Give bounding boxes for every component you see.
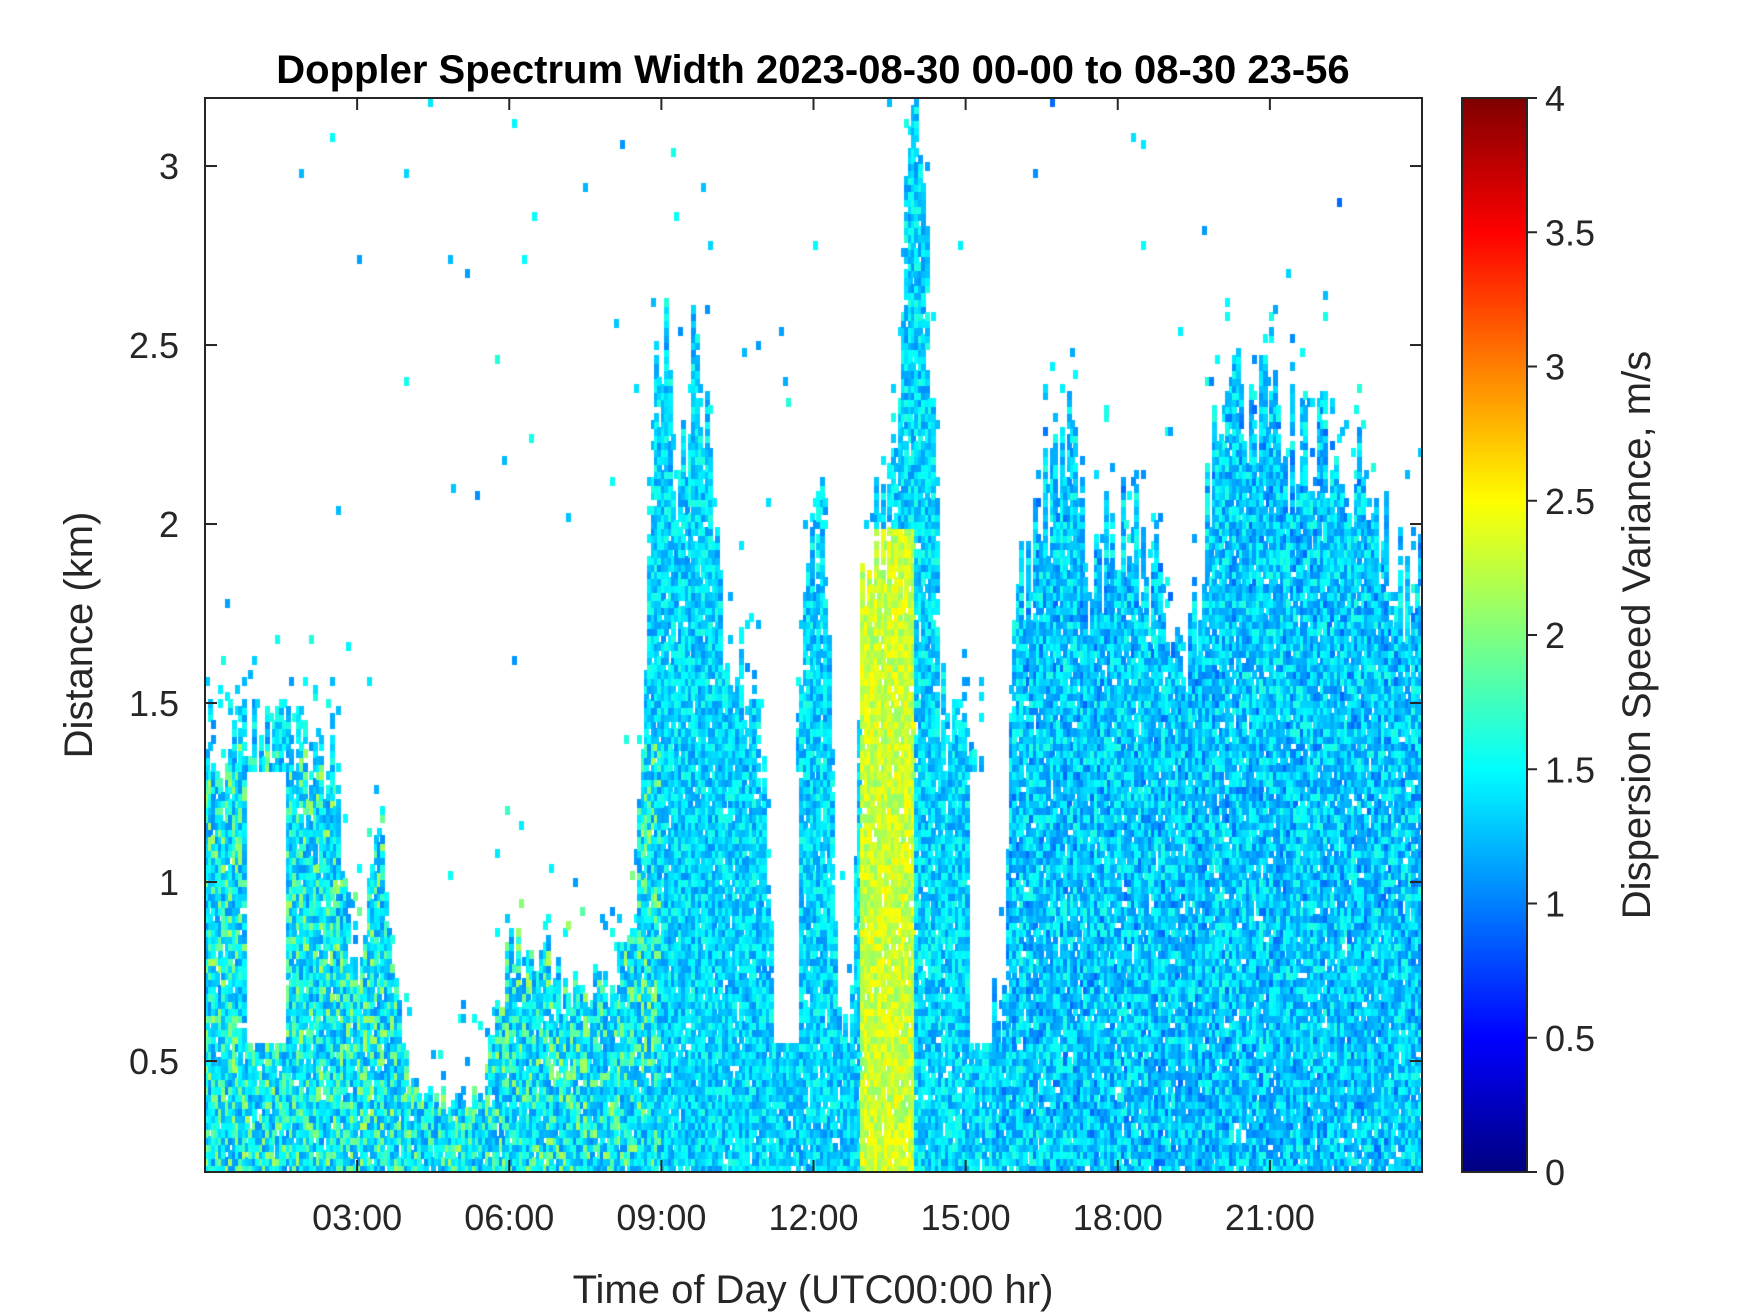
x-tick-label: 21:00: [1225, 1197, 1315, 1238]
colorbar-tick-label: 1.5: [1545, 749, 1595, 790]
plot-frame: [204, 97, 1423, 1173]
colorbar: [1462, 98, 1527, 1172]
colorbar-tick-label: 0: [1545, 1152, 1565, 1193]
colorbar-tick-label: 3: [1545, 347, 1565, 388]
axes-frame: [204, 97, 1528, 1173]
x-tick-label: 03:00: [312, 1197, 402, 1238]
y-tick-label: 2.5: [129, 325, 179, 366]
colorbar-tick-label: 3.5: [1545, 212, 1595, 253]
colorbar-label: Dispersion Speed Variance, m/s: [1615, 351, 1659, 919]
colorbar-tick-label: 0.5: [1545, 1018, 1595, 1059]
colorbar-tick-label: 2: [1545, 615, 1565, 656]
colorbar-frame: [1461, 97, 1528, 1173]
y-tick-label: 1: [159, 862, 179, 903]
colorbar-tick-label: 1: [1545, 884, 1565, 925]
x-axis-ticks: 03:00 06:00 09:00 12:00 15:00 18:00 21:00: [312, 98, 1315, 1238]
y-tick-label: 1.5: [129, 683, 179, 724]
x-tick-label: 12:00: [768, 1197, 858, 1238]
x-tick-label: 18:00: [1073, 1197, 1163, 1238]
y-tick-label: 0.5: [129, 1041, 179, 1082]
colorbar-tick-label: 2.5: [1545, 481, 1595, 522]
x-tick-label: 09:00: [616, 1197, 706, 1238]
chart-title: Doppler Spectrum Width 2023-08-30 00-00 …: [276, 48, 1349, 92]
x-tick-label: 06:00: [464, 1197, 554, 1238]
colorbar-ticks: 0 0.5 1 1.5 2 2.5 3 3.5 4: [1527, 78, 1595, 1193]
y-axis-ticks: 0.5 1 1.5 2 2.5 3: [129, 146, 1422, 1082]
y-tick-label: 2: [159, 504, 179, 545]
y-tick-label: 3: [159, 146, 179, 187]
x-tick-label: 15:00: [921, 1197, 1011, 1238]
x-axis-label: Time of Day (UTC00:00 hr): [573, 1268, 1054, 1312]
colorbar-tick-label: 4: [1545, 78, 1565, 119]
heatmap-plot-area: [205, 98, 1422, 1172]
y-axis-label: Distance (km): [57, 512, 101, 759]
